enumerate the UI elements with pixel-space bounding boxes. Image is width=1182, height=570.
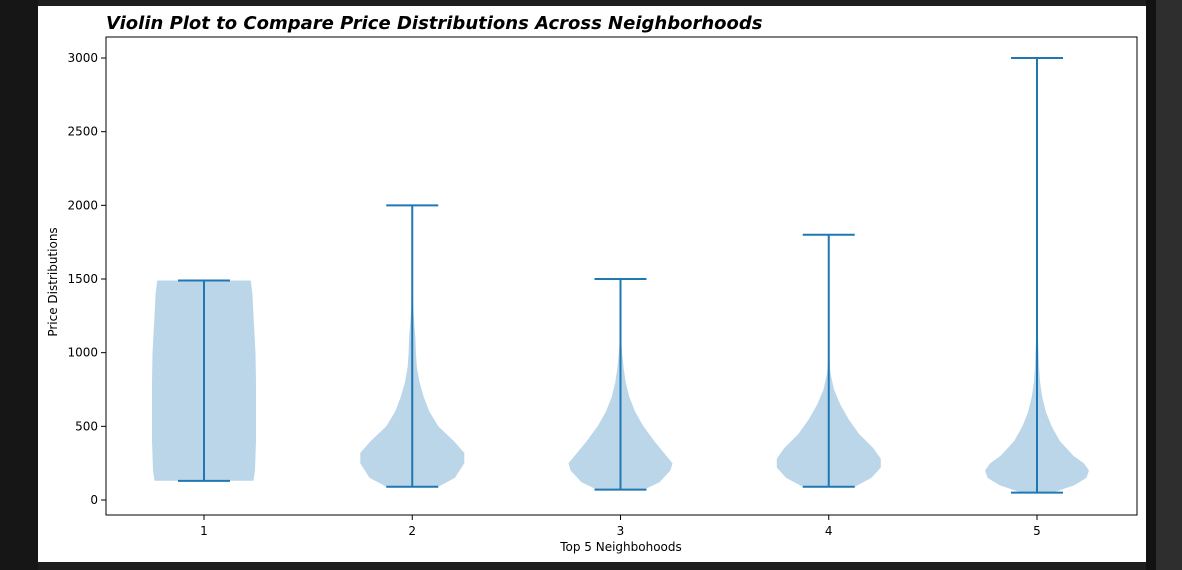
x-tick-label: 3	[617, 524, 625, 538]
chart-figure: Violin Plot to Compare Price Distributio…	[38, 6, 1146, 562]
chart-title: Violin Plot to Compare Price Distributio…	[106, 13, 763, 34]
y-tick-label: 2500	[67, 125, 98, 139]
y-axis: 0 500 1000 1500 2000 2500 3000	[67, 51, 106, 507]
x-axis: 1 2 3 4 5	[200, 515, 1041, 538]
violin-lines	[178, 57, 1063, 494]
y-tick-label: 3000	[67, 51, 98, 65]
x-tick-label: 2	[408, 524, 416, 538]
y-tick-label: 2000	[67, 198, 98, 212]
x-tick-label: 1	[200, 524, 208, 538]
plot-frame	[105, 36, 1138, 516]
y-tick-label: 500	[75, 419, 98, 433]
y-tick-label: 1000	[67, 346, 98, 360]
window-left-edge	[0, 0, 38, 570]
x-tick-label: 5	[1033, 524, 1041, 538]
y-tick-label: 0	[90, 493, 98, 507]
y-axis-label: Price Distributions	[46, 227, 60, 336]
violin-chart: Violin Plot to Compare Price Distributio…	[46, 13, 1138, 554]
vertical-scrollbar[interactable]	[1156, 0, 1182, 570]
x-tick-label: 4	[825, 524, 833, 538]
x-axis-label: Top 5 Neighbohoods	[559, 540, 682, 554]
y-tick-label: 1500	[67, 272, 98, 286]
window-right-edge	[1146, 0, 1156, 570]
